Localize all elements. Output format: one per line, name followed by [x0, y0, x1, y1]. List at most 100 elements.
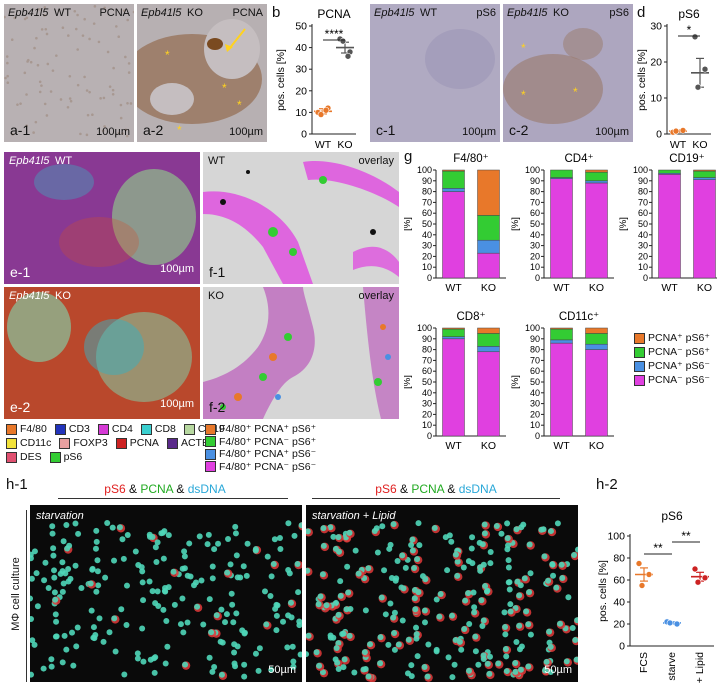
- cell-nucleus: [180, 629, 187, 636]
- cell-nucleus: [433, 648, 440, 655]
- cell-nucleus: [323, 602, 330, 609]
- chart-h2-point: [635, 560, 643, 567]
- cell-nucleus: [421, 607, 428, 614]
- cell-nucleus: [211, 664, 218, 671]
- f2-label: KO: [208, 290, 224, 302]
- chart-g2-ytick-label: 20: [530, 251, 540, 261]
- chart-g2-ylabel: [%]: [510, 217, 521, 231]
- cell-nucleus: [306, 651, 310, 658]
- cell-nucleus: [330, 533, 337, 540]
- cell-nucleus: [261, 588, 268, 595]
- cell-nucleus: [140, 658, 147, 665]
- cell-nucleus: [409, 536, 416, 543]
- cell-nucleus: [518, 643, 525, 650]
- cell-nucleus: [465, 558, 472, 565]
- cell-nucleus: [454, 558, 461, 565]
- cell-nucleus: [206, 596, 213, 603]
- tissue-dot: [92, 22, 96, 25]
- panel-h2-letter: h-2: [596, 476, 618, 493]
- chart-g2-ytick-label: 60: [530, 208, 540, 218]
- cell-nucleus: [120, 555, 127, 562]
- chart-b-point: [317, 111, 325, 118]
- cell-nucleus: [526, 541, 533, 548]
- f1-letter: f-1: [209, 264, 226, 280]
- chart-g4-xtick-label: WT: [445, 440, 462, 452]
- a1-label: WT: [54, 7, 72, 19]
- tissue-dot: [55, 54, 58, 57]
- cell-nucleus: [559, 574, 566, 581]
- chart-b-ytick-label: 0: [301, 129, 307, 141]
- chart-g4-bar-segment: [477, 333, 500, 347]
- cell-nucleus: [381, 567, 388, 574]
- cell-nucleus: [102, 574, 109, 581]
- cell-nucleus: [526, 589, 533, 596]
- chart-d: pS6 0 10 20 30 pos. cells [%] WT KO *: [637, 7, 711, 151]
- cell-nucleus: [571, 551, 578, 558]
- h1-left-label: starvation: [36, 510, 84, 522]
- cell-nucleus: [475, 661, 482, 668]
- e1-genotype: Epb41l5: [9, 155, 50, 167]
- cell-nucleus: [222, 619, 229, 626]
- chart-g3-ytick-label: 100: [633, 165, 648, 175]
- cell-nucleus: [462, 597, 469, 604]
- cell-nucleus: [414, 653, 421, 660]
- cell-nucleus: [525, 663, 532, 670]
- cell-nucleus: [223, 611, 230, 618]
- cell-nucleus: [272, 605, 279, 612]
- tissue-dot: [25, 93, 28, 96]
- cell-nucleus: [335, 640, 342, 647]
- cell-nucleus: [218, 671, 225, 678]
- cell-nucleus: [89, 566, 96, 573]
- cell-nucleus: [347, 605, 354, 612]
- tissue-dot: [76, 83, 80, 87]
- cell-nucleus: [234, 643, 241, 650]
- cell-nucleus: [413, 635, 420, 642]
- micrograph-e1: Epb41l5 WT e-1 100µm: [4, 152, 200, 284]
- tissue-dot: [36, 63, 40, 67]
- tissue-dot: [119, 103, 123, 107]
- cell-nucleus: [123, 622, 130, 629]
- c1-scale: 100µm: [462, 126, 496, 138]
- e2-scale: 100µm: [160, 398, 194, 410]
- cell-nucleus: [31, 641, 38, 648]
- cell-nucleus: [507, 601, 514, 608]
- cell-nucleus: [547, 528, 554, 535]
- f-legend-row: F4/80⁺ PCNA⁻ pS6⁻: [205, 461, 321, 473]
- cell-nucleus: [241, 673, 248, 680]
- e-legend-row: CD11c FOXP3 PCNA ACTB: [6, 437, 214, 449]
- cell-nucleus: [340, 664, 347, 671]
- h1-header-left-line: [58, 498, 288, 499]
- chart-g2-xtick-label: KO: [589, 282, 604, 294]
- cell-nucleus: [224, 569, 231, 576]
- cell-nucleus: [337, 578, 344, 585]
- cell-nucleus: [377, 634, 384, 641]
- cell-nucleus: [270, 560, 277, 567]
- cell-nucleus: [162, 588, 169, 595]
- tissue-dot: [83, 17, 86, 21]
- h1-header-left-amp2: &: [176, 482, 185, 496]
- cell-nucleus: [153, 558, 160, 565]
- tissue-dot: [25, 16, 29, 20]
- chart-g5-ylabel: [%]: [510, 375, 521, 389]
- chart-d-sig-label: *: [687, 23, 692, 37]
- chart-g3-ytick-label: 90: [638, 176, 648, 186]
- e1-scale: 100µm: [160, 263, 194, 275]
- cell-nucleus: [454, 572, 461, 579]
- chart-g2-bar-segment: [550, 169, 573, 178]
- cell-nucleus: [52, 596, 59, 603]
- cell-nucleus: [225, 536, 232, 543]
- cell-nucleus: [503, 653, 510, 660]
- legend-label: DES: [20, 451, 42, 463]
- h1-side-line: [26, 510, 27, 682]
- chart-d-title: pS6: [678, 7, 700, 21]
- cell-nucleus: [449, 674, 456, 681]
- tissue-dot: [38, 80, 42, 84]
- cell-nucleus: [70, 662, 77, 669]
- chart-g1-ytick-label: 80: [422, 187, 432, 197]
- cell-nucleus: [554, 520, 561, 527]
- cell-nucleus: [264, 553, 271, 560]
- cell-nucleus: [149, 588, 156, 595]
- cell-nucleus: [399, 552, 406, 559]
- cell-nucleus: [219, 639, 226, 646]
- f2-overlay: overlay: [358, 290, 394, 302]
